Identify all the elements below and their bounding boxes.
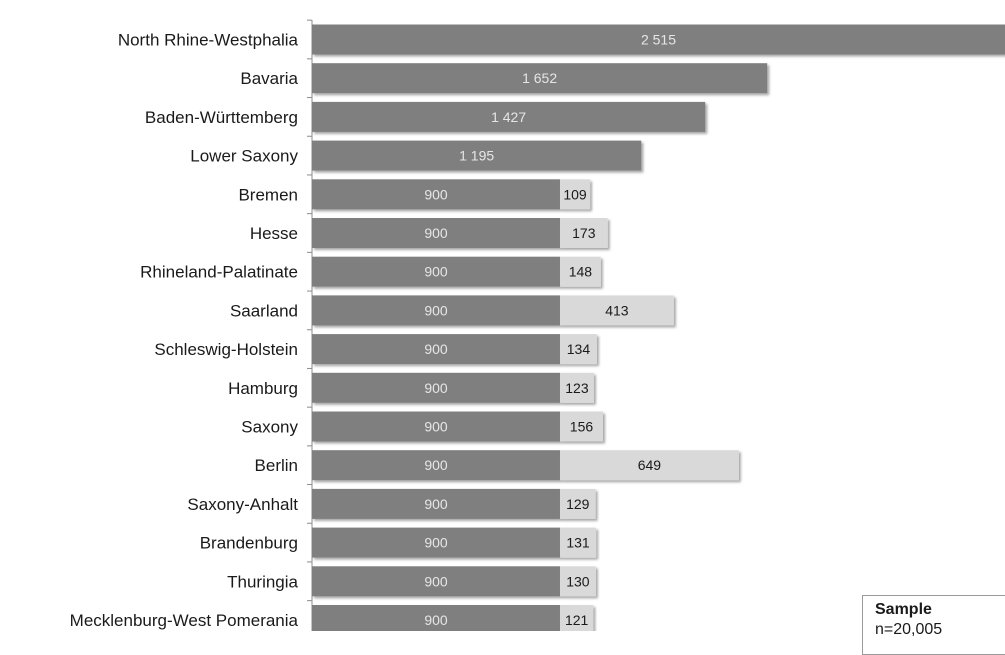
category-labels: North Rhine-Westphalia Bavaria Baden-Württ… bbox=[70, 31, 299, 631]
bar-base bbox=[312, 372, 560, 403]
bar-additional bbox=[559, 256, 601, 287]
data-label-additional: 134 bbox=[567, 341, 591, 357]
bar-additional bbox=[559, 488, 596, 519]
bar-base bbox=[312, 566, 560, 597]
bar-base bbox=[312, 256, 560, 287]
data-label-additional: 649 bbox=[638, 457, 662, 473]
data-label-base: 1 195 bbox=[459, 148, 494, 164]
data-label-base: 1 652 bbox=[522, 70, 557, 86]
data-labels: 2 515 1 652 1 427 1 195 900 109 900 173 900 148 90… bbox=[424, 32, 676, 629]
category-label: Baden-Württemberg bbox=[145, 108, 298, 127]
bar-additional bbox=[559, 411, 603, 442]
bar-base bbox=[312, 527, 560, 558]
category-label: Lower Saxony bbox=[190, 147, 298, 166]
y-axis-ticks bbox=[307, 19, 312, 602]
category-label: Bremen bbox=[238, 185, 298, 204]
category-label: Thuringia bbox=[227, 572, 298, 591]
data-label-base: 900 bbox=[424, 496, 448, 512]
bar-additional bbox=[559, 295, 674, 326]
data-label-base: 900 bbox=[424, 186, 448, 202]
data-label-additional: 413 bbox=[605, 302, 629, 318]
data-label-additional: 173 bbox=[572, 225, 596, 241]
data-label-base: 900 bbox=[424, 457, 448, 473]
sample-box: Sample n=20,005 bbox=[862, 595, 1005, 655]
data-label-additional: 156 bbox=[570, 419, 594, 435]
data-label-additional: 148 bbox=[569, 264, 593, 280]
bar-base bbox=[312, 334, 560, 365]
category-label: Saxony-Anhalt bbox=[187, 495, 298, 514]
data-label-base: 900 bbox=[424, 419, 448, 435]
data-label-base: 900 bbox=[424, 225, 448, 241]
category-label: Brandenburg bbox=[200, 534, 298, 553]
bar-base bbox=[312, 101, 706, 132]
data-label-base: 900 bbox=[424, 612, 448, 628]
bar-additional bbox=[559, 218, 608, 248]
category-label: Bavaria bbox=[240, 69, 298, 88]
bar-additional bbox=[559, 566, 596, 597]
data-label-additional: 129 bbox=[566, 496, 590, 512]
data-label-additional: 131 bbox=[566, 535, 590, 551]
data-label-base: 900 bbox=[424, 573, 448, 589]
bar-base bbox=[312, 218, 560, 248]
data-label-base: 900 bbox=[424, 341, 448, 357]
bar-additional bbox=[559, 179, 591, 210]
bar-base bbox=[312, 140, 642, 171]
category-label: North Rhine-Westphalia bbox=[118, 31, 299, 50]
category-label: Schleswig-Holstein bbox=[154, 340, 298, 359]
bar-additional bbox=[559, 334, 597, 365]
bar-base bbox=[312, 450, 560, 481]
sample-title: Sample bbox=[875, 601, 932, 618]
bar-additional bbox=[559, 372, 594, 403]
bar-base bbox=[312, 24, 1005, 55]
data-label-additional: 123 bbox=[565, 380, 589, 396]
data-label-additional: 109 bbox=[563, 186, 587, 202]
data-label-base: 900 bbox=[424, 535, 448, 551]
bar-base bbox=[312, 179, 560, 210]
category-label: Hesse bbox=[250, 224, 298, 243]
data-label-base: 900 bbox=[424, 264, 448, 280]
category-label: Berlin bbox=[255, 456, 298, 475]
bar-additional bbox=[559, 527, 597, 558]
category-label: Saxony bbox=[241, 418, 298, 437]
sample-count: n=20,005 bbox=[875, 621, 943, 638]
bars bbox=[312, 24, 1005, 631]
bar-base bbox=[312, 488, 560, 519]
bar-base bbox=[312, 605, 560, 631]
bar-base bbox=[312, 411, 560, 442]
data-label-base: 900 bbox=[424, 380, 448, 396]
category-label: Mecklenburg-West Pomerania bbox=[70, 611, 299, 630]
bar-additional bbox=[559, 450, 739, 481]
bar-chart: North Rhine-Westphalia Bavaria Baden-Württ… bbox=[70, 19, 1005, 631]
data-label-base: 1 427 bbox=[491, 109, 526, 125]
data-label-base: 2 515 bbox=[641, 32, 676, 48]
category-label: Rhineland-Palatinate bbox=[140, 263, 298, 282]
category-label: Hamburg bbox=[228, 379, 298, 398]
bar-base bbox=[312, 295, 560, 326]
bar-base bbox=[312, 63, 768, 94]
data-label-base: 900 bbox=[424, 302, 448, 318]
data-label-additional: 121 bbox=[565, 612, 589, 628]
bar-additional bbox=[559, 605, 594, 631]
category-label: Saarland bbox=[230, 301, 298, 320]
data-label-additional: 130 bbox=[566, 573, 590, 589]
